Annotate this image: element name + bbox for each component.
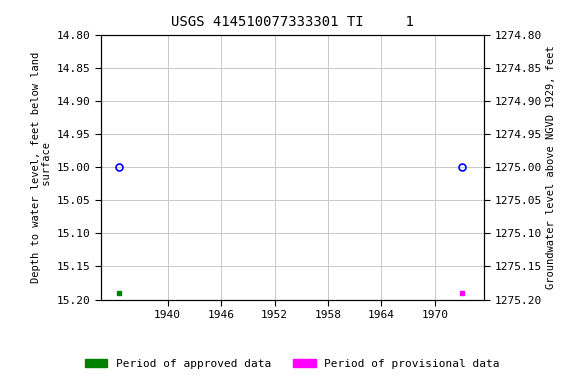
Legend: Period of approved data, Period of provisional data: Period of approved data, Period of provi…	[80, 354, 505, 374]
Y-axis label: Groundwater level above NGVD 1929, feet: Groundwater level above NGVD 1929, feet	[545, 45, 556, 289]
Y-axis label: Depth to water level, feet below land
 surface: Depth to water level, feet below land su…	[31, 51, 52, 283]
Title: USGS 414510077333301 TI     1: USGS 414510077333301 TI 1	[171, 15, 414, 29]
